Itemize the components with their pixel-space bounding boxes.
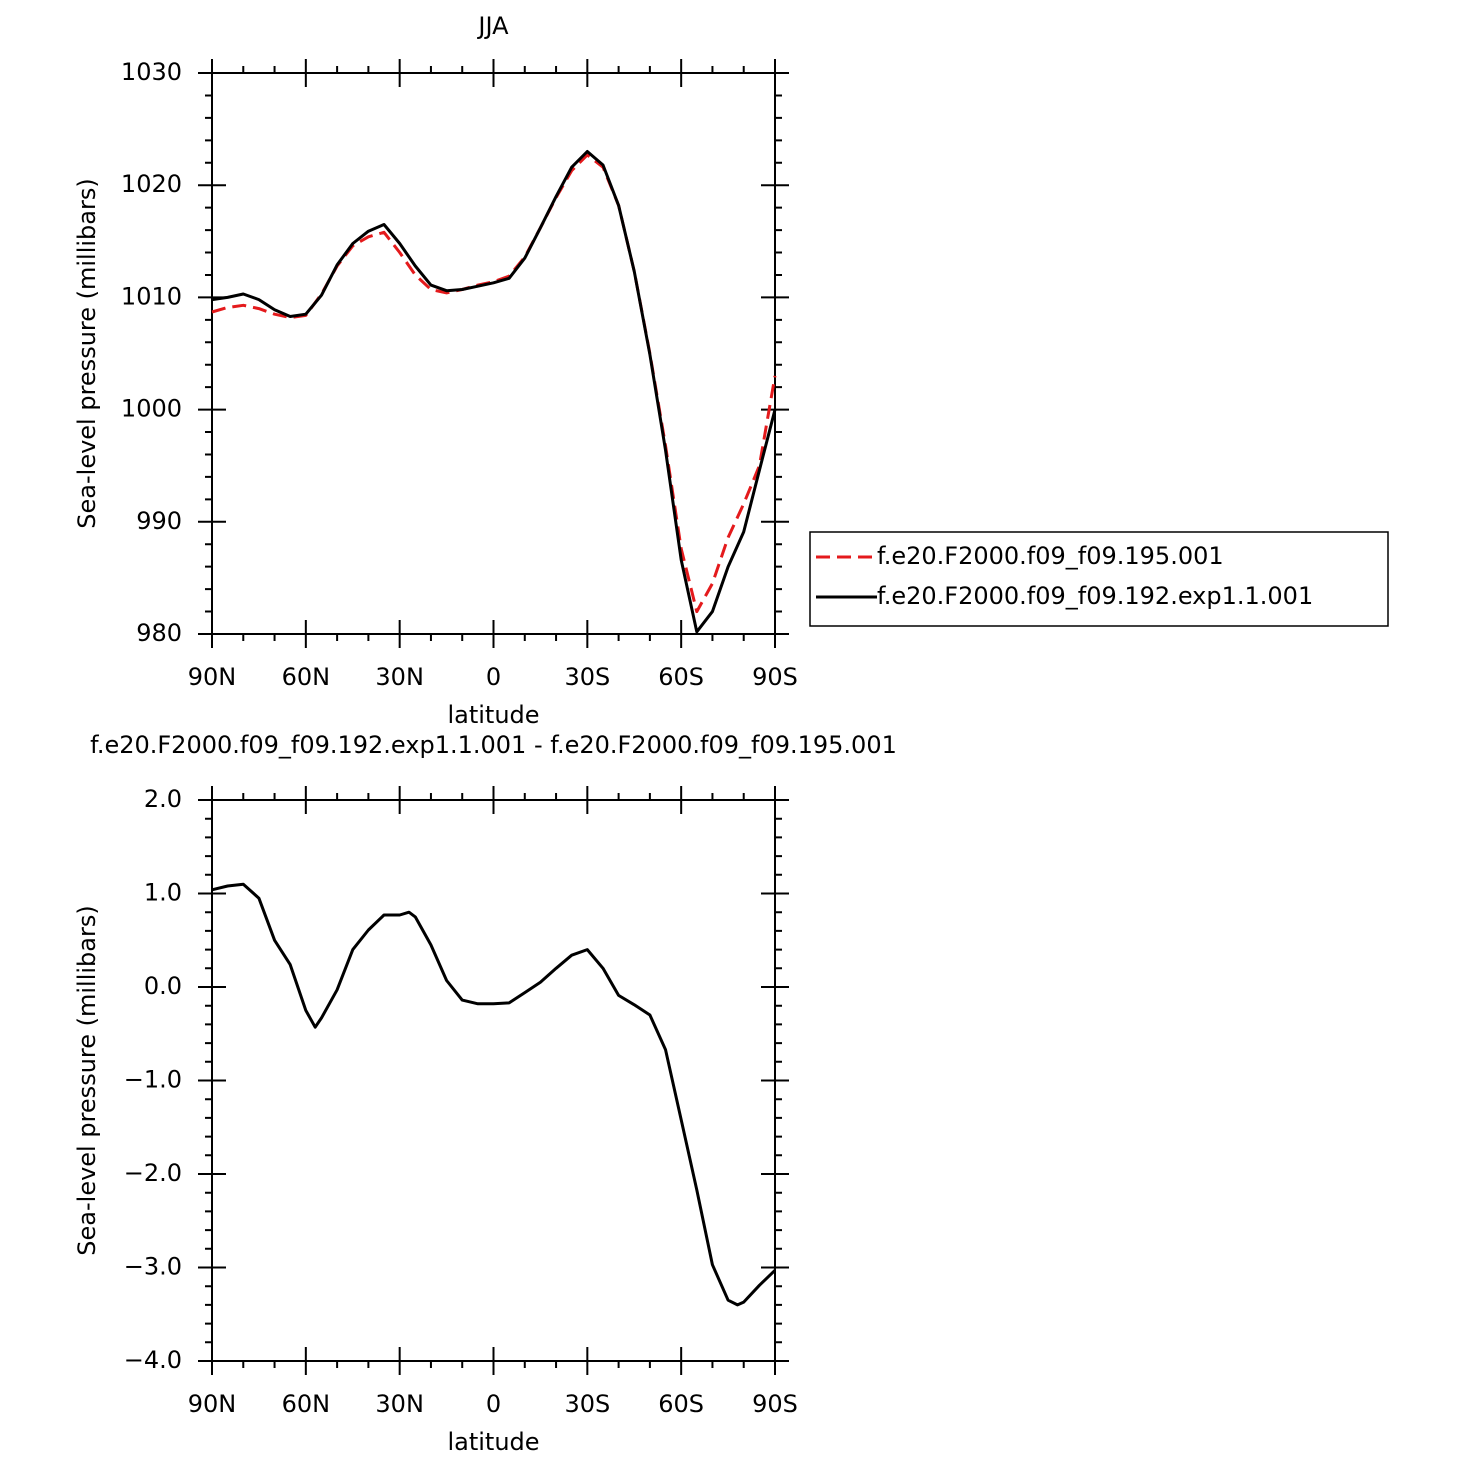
chart-title: JJA	[476, 12, 509, 40]
x-tick-label: 0	[486, 1390, 501, 1418]
x-tick-label: 90S	[752, 663, 798, 691]
data-line	[211, 882, 777, 1307]
y-tick-label: 1010	[121, 282, 182, 310]
x-tick-label: 90N	[188, 1390, 237, 1418]
x-axis-label: latitude	[447, 701, 539, 729]
y-tick-label: −2.0	[124, 1159, 182, 1187]
y-tick-label: 2.0	[144, 785, 182, 813]
chart-title: f.e20.F2000.f09_f09.192.exp1.1.001 - f.e…	[90, 731, 897, 759]
y-tick-label: −4.0	[124, 1346, 182, 1374]
y-tick-label: 1.0	[144, 879, 182, 907]
y-tick-label: 1030	[121, 58, 182, 86]
legend-label: f.e20.F2000.f09_f09.195.001	[877, 542, 1224, 570]
y-tick-label: 0.0	[144, 972, 182, 1000]
data-line	[211, 150, 777, 634]
y-axis-label: Sea-level pressure (millibars)	[73, 905, 101, 1255]
data-line	[211, 153, 777, 614]
y-tick-label: 990	[136, 507, 182, 535]
x-tick-label: 60N	[282, 663, 331, 691]
x-axis-label: latitude	[447, 1428, 539, 1456]
x-tick-label: 60S	[658, 663, 704, 691]
legend-label: f.e20.F2000.f09_f09.192.exp1.1.001	[877, 582, 1313, 610]
plot-frame	[211, 799, 776, 1362]
y-tick-label: −1.0	[124, 1066, 182, 1094]
legend-box	[809, 531, 1389, 627]
y-axis-label: Sea-level pressure (millibars)	[73, 178, 101, 528]
y-tick-label: −3.0	[124, 1253, 182, 1281]
x-tick-label: 30S	[564, 663, 610, 691]
plot-frame	[211, 72, 776, 635]
y-tick-label: 1020	[121, 170, 182, 198]
x-tick-label: 90S	[752, 1390, 798, 1418]
x-tick-label: 0	[486, 663, 501, 691]
x-tick-label: 90N	[188, 663, 237, 691]
x-tick-label: 30N	[375, 663, 424, 691]
x-tick-label: 60N	[282, 1390, 331, 1418]
x-tick-label: 60S	[658, 1390, 704, 1418]
x-tick-label: 30N	[375, 1390, 424, 1418]
y-tick-label: 1000	[121, 395, 182, 423]
y-tick-label: 980	[136, 619, 182, 647]
x-tick-label: 30S	[564, 1390, 610, 1418]
